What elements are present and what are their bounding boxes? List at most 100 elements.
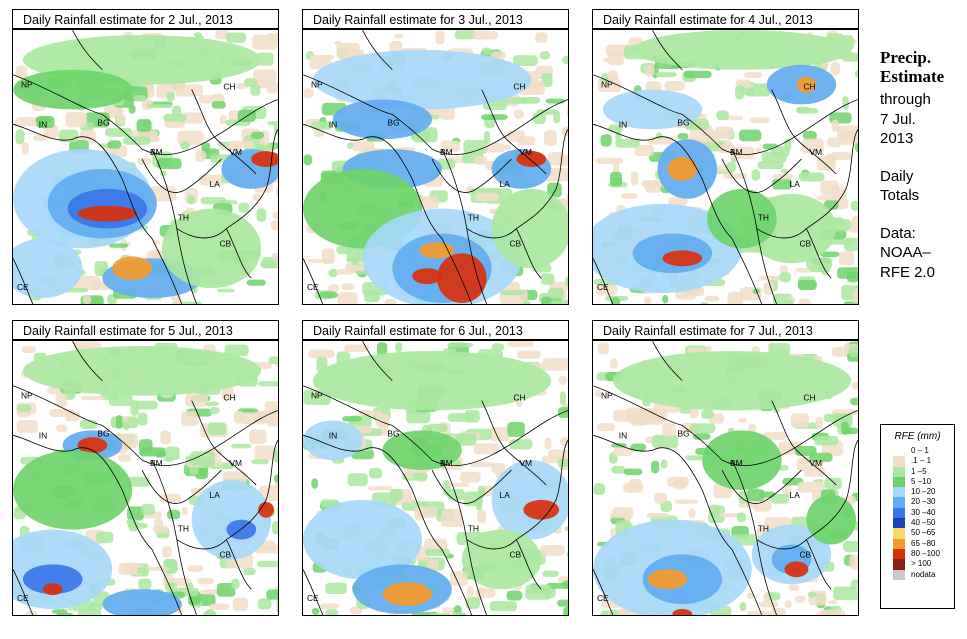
rain-cell <box>107 140 122 149</box>
country-label: CE <box>17 593 29 603</box>
rain-cell <box>137 157 152 166</box>
data-line-3: RFE 2.0 <box>880 263 936 281</box>
border-line <box>593 258 614 304</box>
rain-cell <box>313 129 325 137</box>
rain-cell <box>489 427 510 442</box>
rain-cell <box>277 571 278 575</box>
rain-cell <box>346 142 354 150</box>
rainfall-panel: Daily Rainfall estimate for 4 Jul., 2013… <box>592 9 861 305</box>
rain-cell <box>311 614 326 615</box>
rain-cell <box>780 168 789 174</box>
rain-cell <box>762 432 787 440</box>
rain-cell <box>165 446 180 461</box>
rain-cell <box>830 152 853 161</box>
rain-cell <box>267 32 278 43</box>
rain-cell <box>840 131 858 145</box>
country-label: IN <box>619 430 627 440</box>
rain-cell <box>467 585 474 599</box>
country-label: TH <box>468 213 479 223</box>
rain-cell <box>701 409 714 419</box>
rain-blob <box>491 460 568 540</box>
rain-cell <box>311 478 318 489</box>
rain-cell <box>319 603 340 610</box>
rain-blob <box>382 582 433 607</box>
map-canvas: NP CH IN BG BM VM LA TH CB CE <box>303 30 568 304</box>
rain-cell <box>268 356 278 364</box>
rain-cell <box>522 300 531 304</box>
rain-cell <box>735 84 744 100</box>
rain-cell <box>320 57 329 64</box>
rain-blob <box>77 437 108 454</box>
border-line <box>303 74 568 155</box>
border-line <box>593 74 858 155</box>
rainfall-field <box>593 341 858 615</box>
rain-cell <box>310 121 334 130</box>
rain-cell <box>464 409 480 423</box>
rain-cell <box>154 517 164 532</box>
country-label: IN <box>39 119 47 129</box>
rain-cell <box>207 422 227 435</box>
rain-cell <box>757 161 784 170</box>
legend-row: 1 –5 <box>881 466 954 477</box>
rain-cell <box>796 106 811 114</box>
rain-cell <box>714 505 726 515</box>
rain-cell <box>55 393 68 408</box>
rain-blob <box>523 499 560 520</box>
country-label: CH <box>223 82 235 92</box>
country-label: CB <box>219 549 231 559</box>
rain-cell <box>65 112 88 128</box>
rain-cell <box>849 397 858 406</box>
date-line-2: 2013 <box>880 130 914 147</box>
legend-swatch <box>893 548 905 560</box>
border-line <box>481 89 547 175</box>
rain-cell <box>442 607 457 613</box>
country-label: CH <box>513 393 525 403</box>
rain-cell <box>21 142 29 155</box>
rain-cell <box>550 300 568 304</box>
country-label: TH <box>468 524 479 534</box>
border-line <box>731 459 777 615</box>
border-line <box>303 123 473 304</box>
rain-cell <box>267 121 278 126</box>
rain-cell <box>451 612 467 615</box>
country-label: BG <box>677 428 689 438</box>
rain-cell <box>384 298 397 304</box>
rain-cell <box>246 279 266 286</box>
rain-cell <box>612 159 620 174</box>
rain-cell <box>326 54 335 59</box>
rain-cell <box>127 506 144 521</box>
rain-cell <box>180 141 190 150</box>
rain-cell <box>600 610 610 615</box>
rain-cell <box>854 69 858 78</box>
border-line <box>303 385 568 466</box>
rain-cell <box>336 42 360 59</box>
rain-cell <box>447 342 474 348</box>
rain-cell <box>477 509 487 524</box>
legend-row: 50 –65 <box>881 528 954 539</box>
rain-cell <box>17 404 32 412</box>
rain-cell <box>162 546 172 558</box>
rain-cell <box>540 273 555 285</box>
rain-cell <box>491 463 505 474</box>
rain-cell <box>565 174 568 180</box>
legend-row: 5 –10 <box>881 476 954 488</box>
rain-cell <box>646 513 670 518</box>
rain-cell <box>455 433 477 446</box>
rain-cell <box>506 590 523 601</box>
rain-cell <box>525 584 552 600</box>
rain-cell <box>842 96 849 110</box>
rain-cell <box>154 451 166 458</box>
rainfall-field <box>303 341 568 615</box>
rain-cell <box>465 596 480 609</box>
rain-blob <box>13 238 83 299</box>
border-line <box>466 440 568 550</box>
rain-cell <box>544 437 552 450</box>
rain-cell <box>660 459 668 469</box>
border-line <box>593 434 763 615</box>
border-line <box>13 569 34 615</box>
rain-cell <box>779 272 791 283</box>
rain-cell <box>739 287 763 301</box>
rain-cell <box>473 443 500 455</box>
rain-cell <box>716 110 729 121</box>
rain-cell <box>273 449 278 464</box>
